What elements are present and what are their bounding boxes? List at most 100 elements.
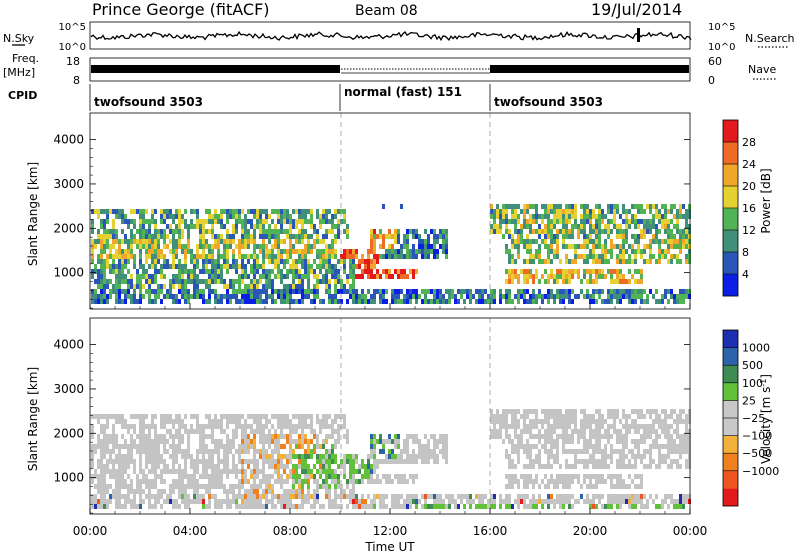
power-echo <box>112 239 115 244</box>
power-echo <box>214 299 217 304</box>
velocity-echo <box>640 479 643 484</box>
power-echo <box>91 244 94 249</box>
velocity-echo <box>289 489 292 494</box>
power-echo <box>538 289 541 294</box>
power-echo <box>334 209 337 214</box>
power-echo <box>325 259 328 264</box>
power-echo <box>163 229 166 234</box>
velocity-echo <box>253 419 256 424</box>
power-echo <box>595 269 598 274</box>
power-echo <box>286 229 289 234</box>
power-echo <box>157 239 160 244</box>
power-echo <box>97 279 100 284</box>
power-echo <box>280 229 283 234</box>
power-echo <box>676 209 679 214</box>
velocity-colorbar-tick-label: −25 <box>742 412 765 425</box>
velocity-echo <box>157 434 160 439</box>
velocity-echo <box>328 474 331 479</box>
power-echo <box>355 249 358 254</box>
power-echo <box>511 219 514 224</box>
velocity-echo <box>685 464 688 469</box>
velocity-echo <box>682 504 685 509</box>
velocity-echo <box>616 449 619 454</box>
velocity-echo <box>640 484 643 489</box>
power-echo <box>175 254 178 259</box>
power-echo <box>214 274 217 279</box>
velocity-data-field <box>91 409 691 509</box>
velocity-echo <box>205 414 208 419</box>
power-echo <box>187 229 190 234</box>
power-echo <box>529 244 532 249</box>
velocity-echo <box>334 459 337 464</box>
power-echo <box>130 249 133 254</box>
power-echo <box>121 264 124 269</box>
power-echo <box>328 249 331 254</box>
power-echo <box>223 259 226 264</box>
velocity-echo <box>529 444 532 449</box>
power-echo <box>634 269 637 274</box>
power-echo <box>676 214 679 219</box>
power-echo <box>232 294 235 299</box>
velocity-echo <box>154 424 157 429</box>
power-echo <box>427 254 430 259</box>
velocity-echo <box>415 494 418 499</box>
velocity-echo <box>148 459 151 464</box>
velocity-echo <box>253 499 256 504</box>
velocity-echo <box>637 424 640 429</box>
velocity-echo <box>556 409 559 414</box>
power-echo <box>256 209 259 214</box>
power-echo <box>229 294 232 299</box>
velocity-echo <box>595 479 598 484</box>
power-echo <box>229 244 232 249</box>
power-echo <box>358 274 361 279</box>
velocity-echo <box>355 454 358 459</box>
power-echo <box>682 289 685 294</box>
velocity-echo <box>319 474 322 479</box>
power-echo <box>316 279 319 284</box>
velocity-echo <box>103 454 106 459</box>
power-echo <box>643 219 646 224</box>
velocity-echo <box>223 489 226 494</box>
velocity-echo <box>370 444 373 449</box>
velocity-echo <box>670 444 673 449</box>
velocity-echo <box>325 474 328 479</box>
power-echo <box>391 249 394 254</box>
power-echo <box>523 239 526 244</box>
power-echo <box>295 269 298 274</box>
power-echo <box>508 274 511 279</box>
velocity-echo <box>331 469 334 474</box>
power-echo <box>550 289 553 294</box>
velocity-echo <box>325 449 328 454</box>
velocity-echo <box>583 479 586 484</box>
power-echo <box>514 244 517 249</box>
velocity-echo <box>496 434 499 439</box>
power-echo <box>172 279 175 284</box>
power-echo <box>505 249 508 254</box>
velocity-echo <box>595 474 598 479</box>
velocity-echo <box>151 469 154 474</box>
power-echo <box>379 244 382 249</box>
power-echo <box>376 274 379 279</box>
power-echo <box>676 244 679 249</box>
power-echo <box>271 294 274 299</box>
power-echo <box>550 294 553 299</box>
velocity-echo <box>565 479 568 484</box>
power-echo <box>607 294 610 299</box>
velocity-echo <box>322 469 325 474</box>
velocity-echo <box>304 434 307 439</box>
power-echo <box>211 259 214 264</box>
velocity-echo <box>220 479 223 484</box>
velocity-echo <box>523 484 526 489</box>
velocity-echo <box>124 439 127 444</box>
power-echo <box>514 229 517 234</box>
power-echo <box>529 239 532 244</box>
velocity-echo <box>583 449 586 454</box>
velocity-echo <box>292 449 295 454</box>
power-echo <box>283 229 286 234</box>
power-echo <box>325 274 328 279</box>
velocity-echo <box>382 474 385 479</box>
velocity-echo <box>172 434 175 439</box>
velocity-echo <box>115 434 118 439</box>
power-echo <box>634 249 637 254</box>
power-echo <box>655 229 658 234</box>
